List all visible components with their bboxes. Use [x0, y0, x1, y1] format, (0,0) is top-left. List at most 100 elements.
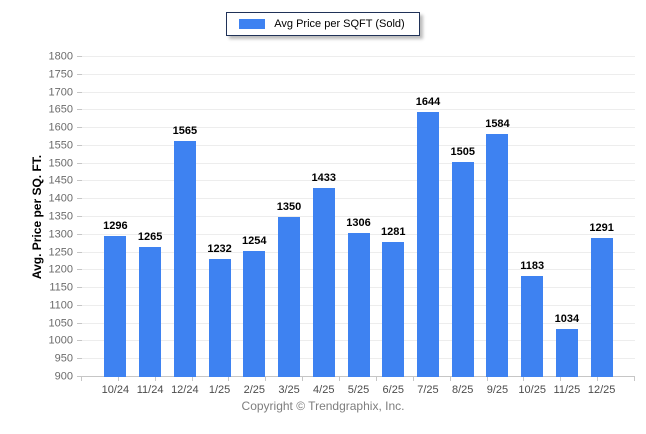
bar-value-label: 1281	[380, 225, 406, 238]
bar	[208, 258, 231, 377]
y-axis-tick-label: 1500	[48, 157, 73, 170]
bar	[555, 329, 578, 377]
x-axis-tick-label: 5/25	[347, 384, 370, 396]
y-axis-tick	[77, 198, 82, 200]
bar-slot: 1565 12/24	[167, 57, 202, 395]
bar-slot: 1254 2/25	[237, 57, 272, 396]
x-axis-tick	[449, 377, 451, 381]
x-axis-tick-label: 2/25	[243, 384, 266, 396]
x-axis-tick	[597, 377, 599, 381]
y-axis-tick-label: 1800	[48, 50, 73, 63]
bar	[312, 187, 335, 377]
legend-row: Avg Price per SQFT (Sold)	[0, 12, 646, 36]
bar-value-label: 1296	[103, 220, 128, 233]
x-axis-tick	[228, 377, 230, 381]
bar-value-label: 1254	[242, 235, 267, 248]
bar	[521, 276, 544, 377]
y-axis-tick	[77, 216, 82, 217]
bar-slot: 1306 5/25	[341, 57, 376, 395]
y-axis-tick	[77, 287, 82, 289]
y-axis-tick-label: 950	[54, 352, 73, 365]
bar-slot: 1644 7/25	[411, 57, 446, 396]
x-axis-tick	[523, 377, 525, 381]
x-axis-tick	[412, 377, 414, 381]
x-axis-tick	[339, 377, 341, 381]
x-axis-tick	[486, 377, 488, 381]
x-axis-tick	[117, 377, 119, 381]
bar-value-label: 1584	[485, 117, 510, 130]
copyright-text: Copyright © Trendgraphix, Inc.	[241, 399, 405, 413]
y-axis-tick-label: 1100	[49, 299, 73, 312]
y-axis-tick-label: 1000	[48, 334, 73, 347]
bar-slot: 1433 4/25	[306, 57, 341, 396]
x-axis-tick-label: 3/25	[278, 384, 300, 396]
y-axis-tick	[77, 180, 82, 182]
x-axis-tick-label: 12/24	[171, 384, 199, 396]
y-axis-tick-label: 1650	[48, 103, 73, 116]
bar-slot: 1350 3/25	[272, 57, 307, 396]
gridline	[82, 109, 635, 111]
gridline	[82, 162, 635, 164]
y-axis-tick-label: 900	[54, 370, 73, 383]
x-axis-tick-label: 10/24	[101, 384, 130, 396]
legend-label: Avg Price per SQFT (Sold)	[274, 18, 405, 30]
bar-value-label: 1291	[589, 221, 614, 234]
y-axis-tick-label: 1250	[48, 246, 73, 259]
bar-slot: 1232 1/25	[202, 57, 237, 395]
bar	[486, 133, 509, 377]
plot-area: 900 950 1000 1050 1100 1150 1200 1250 1300 1350 14…	[49, 51, 635, 396]
bar	[139, 247, 162, 377]
y-axis-tick-label: 1300	[48, 228, 73, 241]
y-axis-tick	[77, 91, 82, 93]
bar	[451, 161, 474, 377]
x-axis-tick	[265, 377, 267, 381]
y-axis-tick-label: 1200	[48, 263, 73, 276]
bar	[416, 112, 439, 377]
y-axis-tick-label: 1700	[48, 86, 73, 99]
bar-value-label: 1505	[450, 145, 475, 158]
bar-value-label: 1306	[346, 216, 371, 229]
bars: 1296 10/24 1265 11/24 1565 12/24 1232 1/25 1254 2…	[82, 57, 635, 396]
y-axis-tick	[77, 304, 82, 306]
y-axis-tick	[77, 376, 82, 377]
gridline	[82, 198, 635, 200]
x-axis-tick-label: 10/25	[518, 384, 546, 396]
x-axis-tick-label: 9/25	[486, 384, 509, 396]
legend-swatch-icon	[239, 19, 266, 29]
x-axis-tick-label: 7/25	[417, 384, 439, 396]
bar-value-label: 1034	[554, 313, 580, 326]
y-axis-tick	[77, 144, 82, 146]
bar-slot: 1505 8/25	[445, 57, 480, 395]
y-axis-tick-label: 1350	[48, 210, 73, 223]
y-axis-title: Avg. Price per SQ. FT.	[30, 154, 44, 280]
y-axis-tick-label: 1050	[48, 317, 73, 330]
y-axis-tick-label: 1450	[48, 174, 73, 187]
x-axis-tick	[302, 377, 304, 381]
y-axis-tick	[77, 109, 82, 111]
bar	[243, 251, 266, 377]
bar	[590, 237, 613, 377]
gridline	[82, 73, 635, 75]
bar-slot: 1291 12/25	[584, 57, 619, 395]
x-axis-tick-label: 12/25	[587, 384, 616, 396]
bar-value-label: 1350	[276, 201, 302, 213]
y-axis-tick-label: 1600	[48, 121, 73, 134]
legend: Avg Price per SQFT (Sold)	[226, 12, 420, 36]
y-axis-tick-label: 1400	[48, 192, 73, 205]
y-axis-tick	[77, 322, 82, 324]
bar	[278, 217, 301, 377]
x-axis-tick-label: 11/24	[136, 384, 164, 396]
bar	[104, 236, 127, 377]
y-axis-tick	[77, 233, 82, 235]
bar-value-label: 1232	[207, 242, 232, 255]
bar-slot: 1584 9/25	[480, 57, 515, 395]
y-axis-tick	[77, 56, 82, 57]
y-axis-tick	[77, 358, 82, 360]
y-axis-tick-label: 1550	[48, 139, 73, 152]
y-axis-tick	[77, 73, 82, 75]
gridline	[82, 91, 635, 93]
bar-value-label: 1433	[311, 171, 337, 184]
x-axis-tick	[191, 377, 193, 381]
y-axis-tick	[77, 269, 82, 271]
